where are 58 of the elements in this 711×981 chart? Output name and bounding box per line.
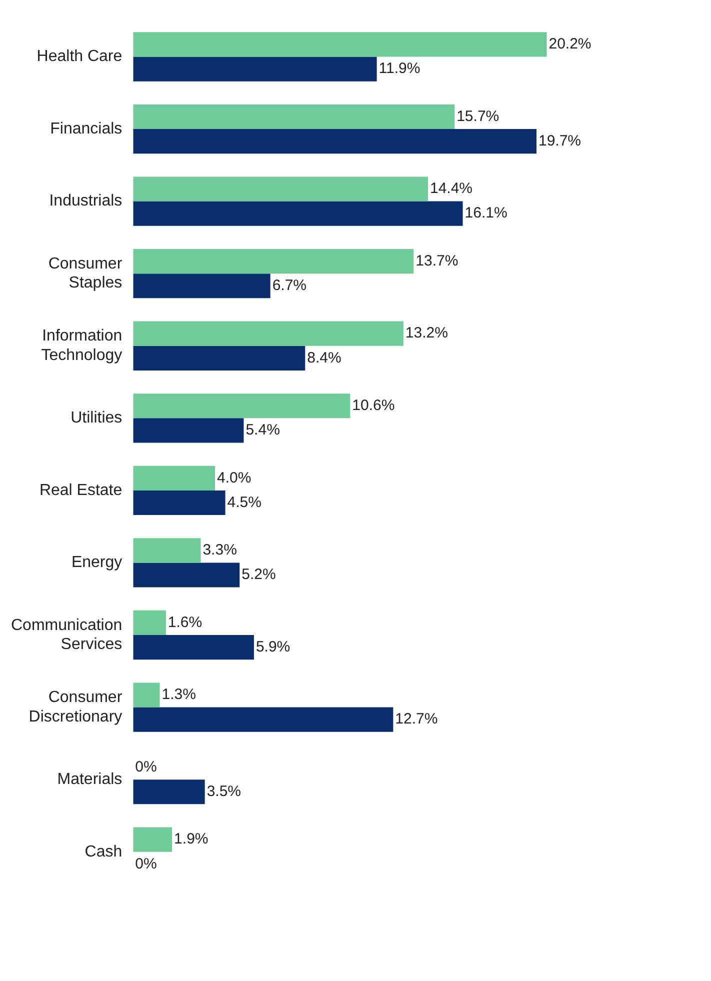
data-label: 13.7% (416, 252, 458, 270)
data-label: 15.7% (456, 108, 500, 125)
bar (133, 827, 172, 852)
data-label: 19.7% (538, 132, 582, 150)
bar (133, 32, 547, 57)
bar (133, 562, 240, 588)
bar (133, 394, 350, 418)
bar (133, 418, 244, 443)
data-label: 10.6% (352, 397, 395, 414)
y-tick-label: Health Care (36, 48, 122, 66)
bar (133, 635, 254, 660)
data-label: 1.6% (168, 614, 202, 631)
data-label: 4.5% (227, 494, 262, 511)
bar (133, 610, 166, 636)
bar (133, 56, 377, 82)
bar (133, 682, 160, 708)
data-label: 5.4% (246, 422, 280, 439)
y-tick-label: Communication Services (11, 616, 122, 654)
bar (133, 490, 226, 516)
data-label: 3.3% (202, 542, 237, 559)
bar (133, 780, 205, 804)
bar (133, 104, 455, 130)
data-label: 0% (135, 758, 157, 776)
y-tick-label: Utilities (70, 410, 122, 427)
y-tick-label: Real Estate (39, 482, 122, 499)
y-tick-label: Consumer Discretionary (28, 689, 123, 726)
y-tick-label: Industrials (49, 192, 122, 210)
data-label: 0% (135, 855, 157, 872)
bar (133, 346, 306, 370)
data-label: 14.4% (430, 180, 473, 198)
bar (133, 176, 428, 202)
y-tick-label: Consumer Staples (48, 255, 123, 292)
data-label: 8.4% (307, 349, 342, 366)
data-label: 5.2% (242, 566, 276, 584)
bar (133, 129, 536, 154)
data-label: 20.2% (548, 36, 592, 53)
data-label: 3.5% (206, 783, 242, 800)
data-label: 6.7% (272, 277, 307, 294)
y-tick-label: Cash (84, 843, 122, 860)
data-label: 16.1% (464, 204, 508, 222)
bar (133, 201, 463, 226)
data-label: 4.0% (217, 469, 252, 486)
bar (133, 274, 270, 298)
bar (133, 249, 414, 274)
data-label: 1.3% (162, 686, 196, 704)
data-label: 1.9% (174, 830, 208, 848)
bar (133, 466, 216, 490)
y-tick-label: Materials (57, 770, 122, 788)
y-tick-label: Energy (71, 554, 122, 572)
data-label: 12.7% (395, 710, 438, 728)
bar (133, 538, 201, 563)
data-label: 5.9% (256, 638, 290, 656)
data-label: 11.9% (378, 60, 420, 78)
y-tick-label: Information Technology (41, 328, 122, 364)
y-tick-label: Financials (50, 120, 122, 138)
bar (133, 707, 394, 732)
bar (133, 321, 404, 346)
data-label: 13.2% (405, 324, 448, 342)
